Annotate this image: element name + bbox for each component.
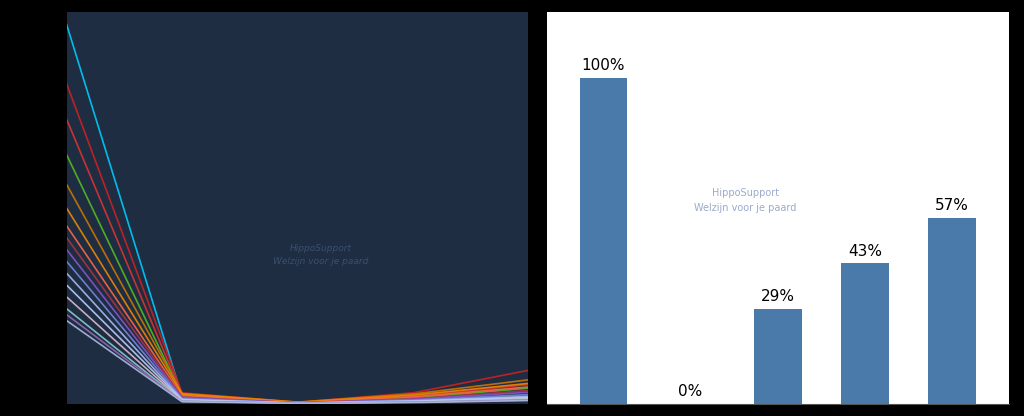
Bar	[928, 218, 976, 404]
Text: 43%: 43%	[848, 243, 882, 258]
Title: Percentage paarden EPG hoger dan 50: Percentage paarden EPG hoger dan 50	[550, 0, 1006, 2]
Text: HippoSupport
Welzijn voor je paard: HippoSupport Welzijn voor je paard	[694, 188, 797, 213]
Bar	[580, 78, 628, 404]
Text: 57%: 57%	[935, 198, 969, 213]
Text: HippoSupport
Welzijn voor je paard: HippoSupport Welzijn voor je paard	[272, 244, 369, 266]
Bar	[754, 309, 802, 404]
Text: 29%: 29%	[761, 289, 795, 304]
Text: 0%: 0%	[679, 384, 702, 399]
Bar	[841, 263, 889, 404]
Text: 100%: 100%	[582, 58, 626, 73]
